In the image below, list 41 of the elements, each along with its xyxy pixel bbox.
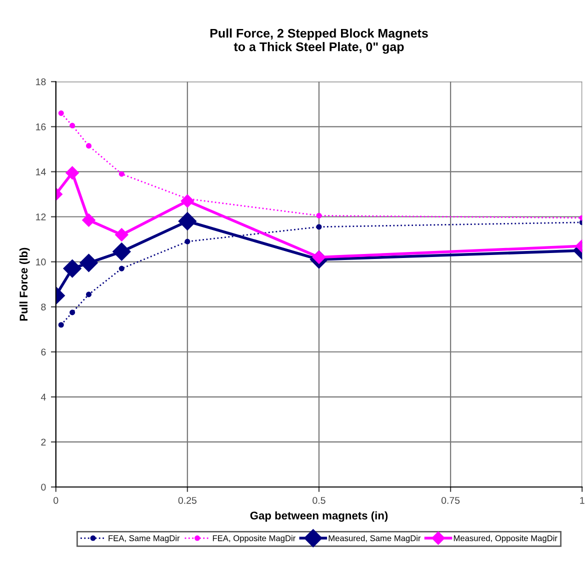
- point: [115, 228, 128, 242]
- point: [118, 171, 124, 177]
- point: [184, 238, 190, 244]
- y-tick-label: 12: [36, 213, 46, 220]
- point: [66, 166, 79, 180]
- y-tick-label: 18: [36, 78, 46, 86]
- y-axis-title: Pull Force (lb): [19, 248, 30, 321]
- point: [86, 143, 92, 149]
- point: [118, 266, 124, 272]
- point: [112, 242, 131, 261]
- y-tick-label: 4: [40, 394, 46, 400]
- point: [82, 214, 96, 227]
- point: [86, 292, 92, 298]
- y-tick-label: 16: [36, 123, 46, 130]
- point: [70, 310, 76, 316]
- point: [58, 110, 64, 116]
- y-tick-label: 6: [41, 348, 46, 356]
- x-tick-label: 1: [580, 497, 584, 504]
- chart-title: Pull Force, 2 Stepped Block Magnets to a Thick Steel Plate, 0" gap: [210, 28, 428, 54]
- point: [80, 254, 98, 272]
- point: [316, 224, 322, 230]
- y-tick-label: 14: [36, 168, 46, 176]
- y-tick-label: 8: [41, 304, 46, 310]
- x-tick-label: 0.5: [312, 496, 326, 504]
- legend-label: FEA, Opposite MagDir: [212, 535, 296, 543]
- x-tick-label: 0: [54, 496, 58, 504]
- legend-label: FEA, Same MagDir: [108, 535, 180, 543]
- y-tick-label: 2: [41, 438, 46, 446]
- point: [70, 122, 76, 128]
- point: [316, 212, 322, 218]
- x-axis-title: Gap between magnets (in): [250, 511, 388, 522]
- y-tick-label: 0: [41, 484, 46, 491]
- point: [58, 322, 64, 328]
- x-tick-label: 0.25: [178, 496, 196, 504]
- legend-label: Measured, Same MagDir: [328, 535, 421, 543]
- point: [180, 194, 194, 208]
- legend-label: Measured, Opposite MagDir: [454, 535, 558, 543]
- x-tick-label: 0.75: [441, 496, 460, 504]
- point: [178, 212, 196, 230]
- y-tick-label: 10: [36, 258, 46, 266]
- point: [63, 260, 82, 278]
